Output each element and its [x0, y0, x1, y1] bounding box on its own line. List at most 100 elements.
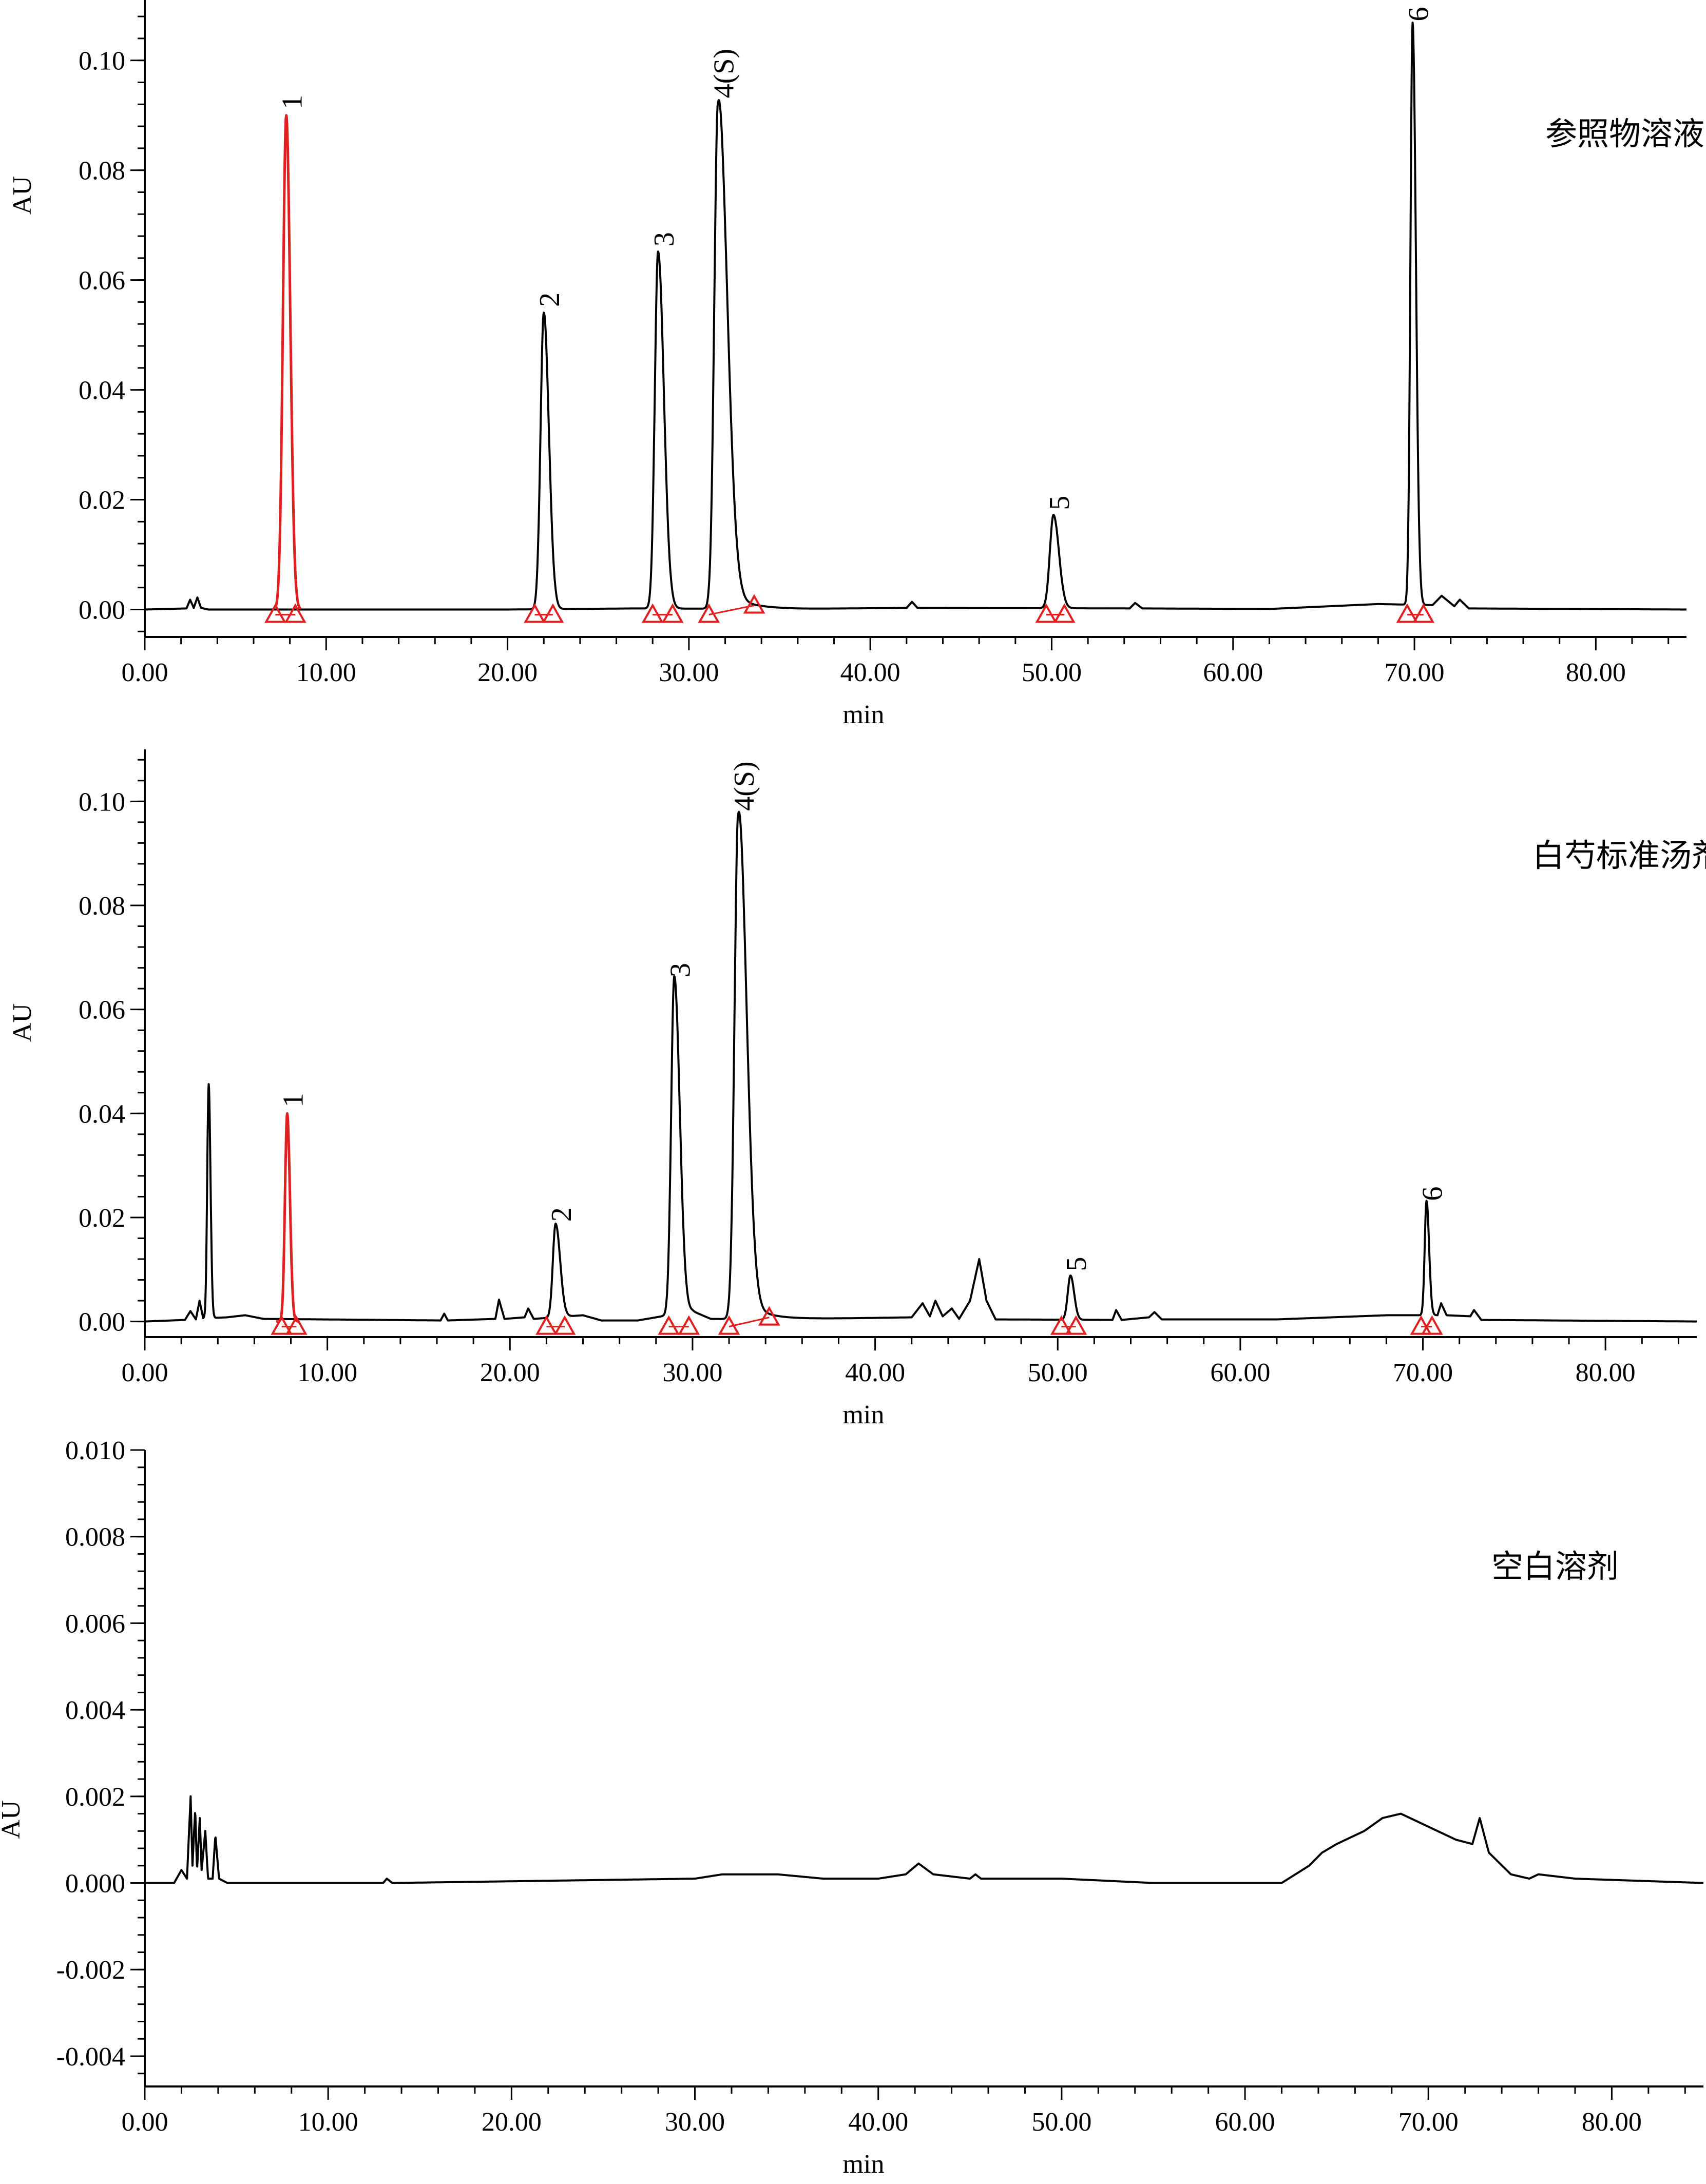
x-tick-label: 40.00: [840, 658, 900, 687]
y-tick-label: 0.02: [79, 486, 125, 515]
y-tick-label: 0.008: [65, 1523, 125, 1552]
integration-marker-triangle: [1396, 603, 1419, 623]
integration-marker-triangle: [542, 603, 564, 623]
peak-label: 6: [1403, 7, 1435, 21]
x-tick-label: 10.00: [296, 658, 356, 687]
integration-marker-triangle: [718, 1315, 740, 1335]
y-tick-label: 0.010: [65, 1436, 125, 1465]
highlighted-peak-trace: [274, 114, 302, 610]
peak-label: 4(S): [729, 761, 760, 810]
x-tick-label: 30.00: [662, 1358, 722, 1387]
x-tick-label: 30.00: [665, 2108, 725, 2137]
integration-marker-triangle: [661, 603, 684, 623]
y-tick-label: 0.06: [79, 266, 125, 296]
integration-marker-triangle: [678, 1315, 700, 1335]
integration-marker-triangle: [524, 603, 546, 623]
panel-label: 白芍标准汤剂供试品溶液: [1532, 837, 1706, 874]
x-tick-label: 10.00: [297, 1358, 357, 1387]
integration-marker-triangle: [698, 603, 720, 623]
y-tick-label: 0.10: [79, 787, 125, 817]
x-tick-label: 80.00: [1566, 658, 1626, 687]
integration-marker-triangle: [1065, 1315, 1087, 1335]
x-tick-label: 0.00: [122, 658, 168, 687]
y-tick-label: 0.002: [65, 1783, 125, 1812]
y-tick-label: 0.04: [79, 376, 125, 405]
y-tick-label: 0.06: [79, 996, 125, 1025]
integration-marker-triangle: [758, 1306, 780, 1326]
x-tick-label: 80.00: [1576, 1358, 1636, 1387]
x-tick-label: 20.00: [482, 2108, 542, 2137]
x-tick-label: 0.00: [122, 1358, 168, 1387]
x-tick-label: 70.00: [1385, 658, 1445, 687]
peak-label: 3: [648, 232, 680, 246]
peak-label: 1: [277, 1093, 309, 1107]
x-tick-label: 50.00: [1022, 658, 1082, 687]
x-tick-label: 10.00: [298, 2108, 358, 2137]
x-tick-label: 20.00: [477, 658, 538, 687]
integration-marker-triangle: [1421, 1315, 1443, 1335]
integration-marker-triangle: [271, 1315, 293, 1335]
y-tick-label: 0.006: [65, 1609, 125, 1638]
y-tick-label: 0.004: [65, 1696, 125, 1725]
peak-label: 2: [546, 1207, 578, 1222]
integration-marker-triangle: [535, 1315, 558, 1335]
x-tick-label: 0.00: [122, 2108, 168, 2137]
x-tick-label: 40.00: [848, 2108, 908, 2137]
y-axis-title: AU: [8, 176, 37, 215]
peak-label: 3: [664, 963, 696, 977]
y-tick-label: 0.10: [79, 47, 125, 76]
y-tick-label: 0.02: [79, 1204, 125, 1233]
chromatogram-panel-reference: 0.00 10.00 20.00 30.00 40.00 50.00 60.00 70.00 8…: [8, 0, 1704, 729]
highlighted-peak-trace: [275, 1112, 299, 1323]
integration-baseline: [708, 605, 755, 615]
x-tick-label: 60.00: [1203, 658, 1263, 687]
integration-marker-triangle: [658, 1315, 680, 1335]
peak-label: 5: [1044, 496, 1076, 510]
y-tick-label: 0.08: [79, 157, 125, 186]
x-axis-title: min: [843, 1400, 885, 1429]
peak-label: 1: [277, 95, 309, 109]
y-tick-label: -0.002: [56, 1956, 125, 1985]
y-tick-label: 0.000: [65, 1869, 125, 1899]
chromatogram-trace: [144, 810, 1698, 1323]
y-tick-label: 0.00: [79, 1308, 125, 1337]
x-tick-label: 50.00: [1028, 1358, 1088, 1387]
chromatogram-trace: [144, 22, 1688, 611]
x-tick-label: 60.00: [1215, 2108, 1275, 2137]
y-tick-label: 0.00: [79, 596, 125, 625]
x-tick-label: 30.00: [659, 658, 719, 687]
y-tick-label: 0.08: [79, 892, 125, 921]
integration-marker-triangle: [641, 603, 664, 623]
chromatogram-trace: [144, 1795, 1704, 1884]
x-tick-label: 80.00: [1582, 2108, 1642, 2137]
chromatogram-panel-sample: 0.00 10.00 20.00 30.00 40.00 50.00 6 0.00 70.00 8…: [8, 749, 1706, 1429]
integration-marker-triangle: [1412, 603, 1435, 623]
x-tick-label: 50.00: [1031, 2108, 1091, 2137]
y-tick-label: 0.04: [79, 1099, 125, 1129]
y-axis-title: AU: [0, 1800, 26, 1839]
integration-marker-triangle: [553, 1315, 576, 1335]
integration-marker-triangle: [264, 603, 286, 623]
x-tick-label: 20.00: [480, 1358, 540, 1387]
peak-label: 4(S): [708, 49, 740, 98]
x-axis-title: min: [843, 700, 885, 729]
integration-marker-triangle: [1053, 603, 1076, 623]
chromatogram-panel-blank: 0.00 10.00 20.00 30.00 40.00 50.00 60.00 70.00 8…: [0, 1436, 1704, 2179]
x-tick-label: 70.00: [1393, 1358, 1453, 1387]
y-axis-title: AU: [8, 1003, 37, 1042]
integration-marker-triangle: [284, 603, 306, 623]
peak-label: 6: [1417, 1187, 1449, 1201]
integration-marker-triangle: [285, 1315, 308, 1335]
peak-label: 2: [534, 293, 566, 307]
y-tick-label: -0.004: [56, 2042, 125, 2072]
x-tick-label: 40.00: [845, 1358, 905, 1387]
panel-label: 参照物溶液: [1545, 115, 1704, 152]
peak-label: 5: [1061, 1257, 1092, 1271]
x-tick-label: 70.00: [1398, 2108, 1459, 2137]
integration-marker-triangle: [1035, 603, 1058, 623]
panel-label: 空白溶剂: [1491, 1548, 1619, 1585]
integration-marker-triangle: [743, 594, 765, 614]
x-axis-title: min: [843, 2150, 885, 2179]
integration-marker-triangle: [1410, 1315, 1432, 1335]
